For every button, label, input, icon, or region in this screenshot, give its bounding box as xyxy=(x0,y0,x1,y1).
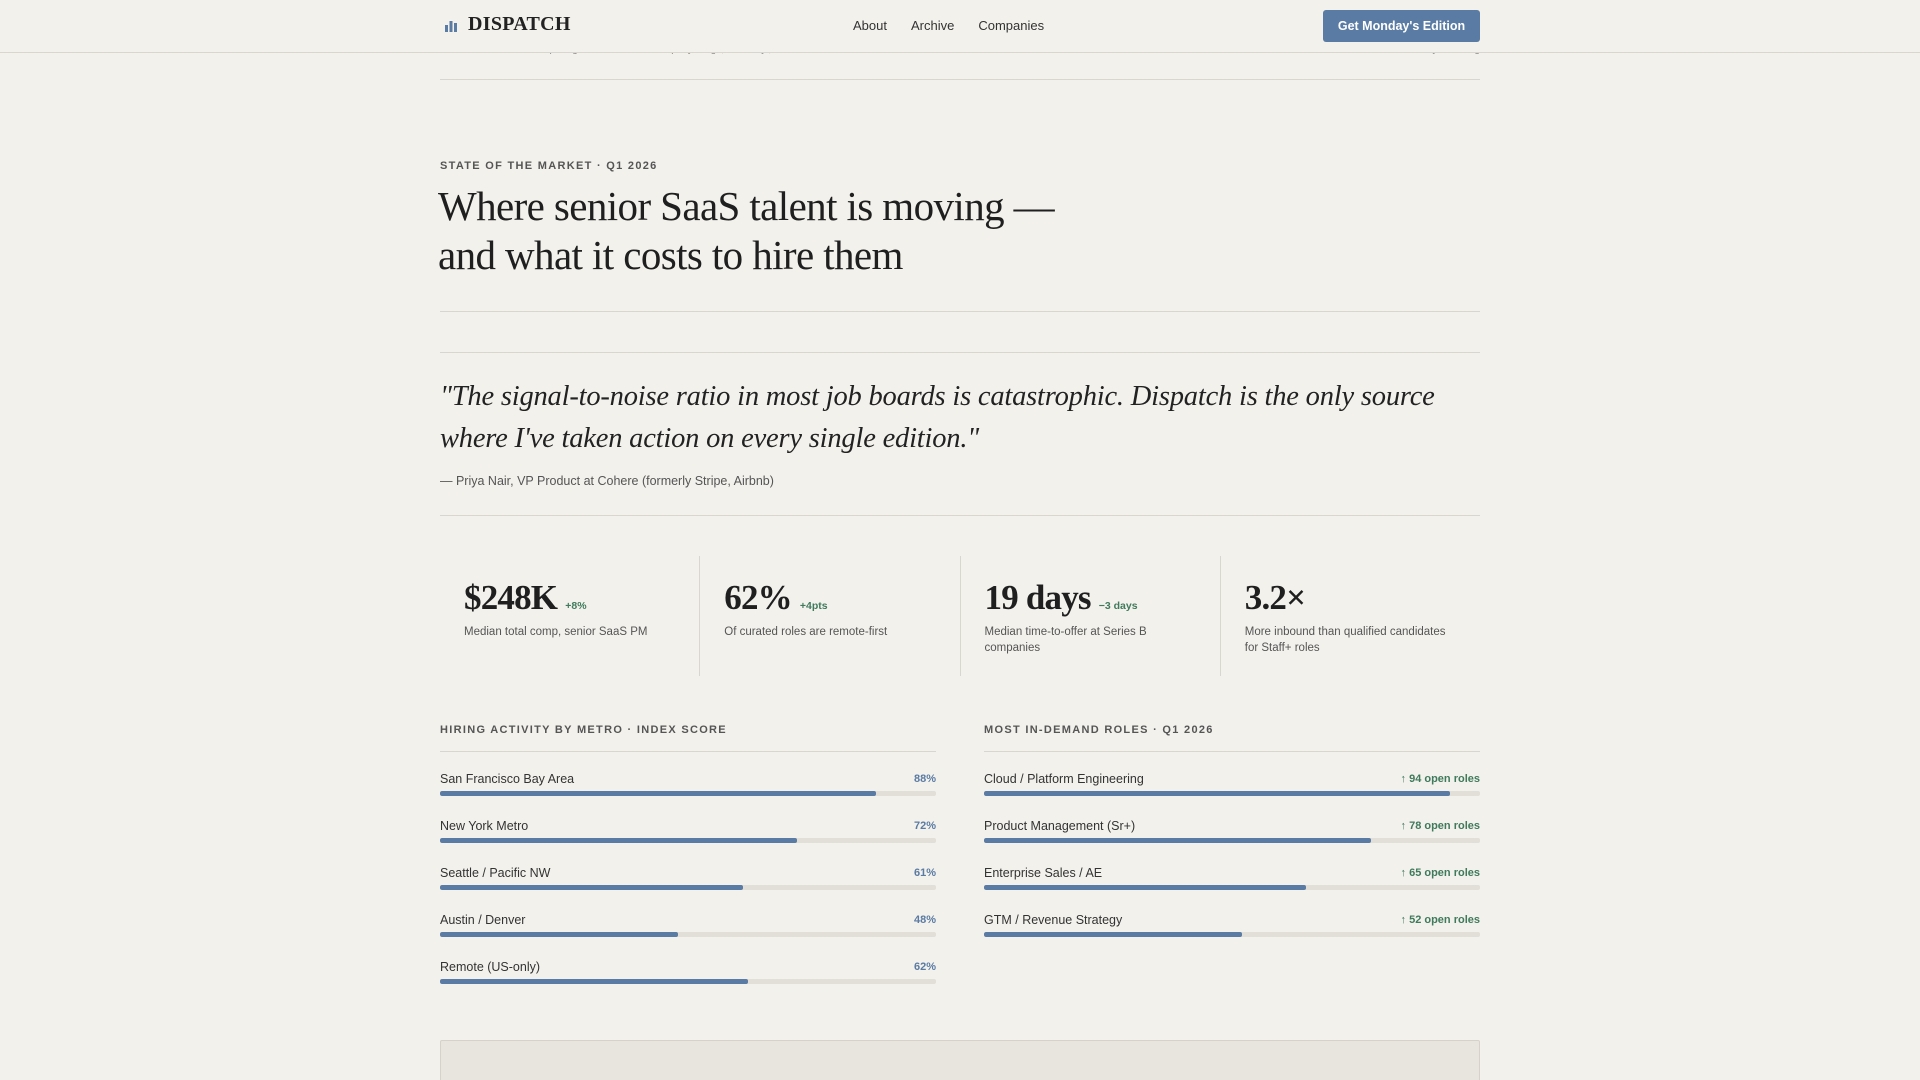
nav-link-companies[interactable]: Companies xyxy=(978,18,1045,33)
stat-value: 62% xyxy=(724,578,792,617)
bar-label: GTM / Revenue Strategy xyxy=(984,913,1123,927)
stats-row: $248K +8% Median total comp, senior SaaS… xyxy=(440,556,1480,676)
bar-track xyxy=(984,791,1480,796)
nav-link-about[interactable]: About xyxy=(853,18,887,33)
stat-delta: +4pts xyxy=(799,600,828,612)
divider xyxy=(440,311,1480,312)
stat-value: 3.2× xyxy=(1244,578,1306,617)
stat-description: More inbound than qualified candidates f… xyxy=(1244,626,1446,654)
panel-title: HIRING ACTIVITY BY METRO · INDEX SCORE xyxy=(440,724,936,752)
testimonial-quote: "The signal-to-noise ratio in most job b… xyxy=(440,381,1435,454)
bar-row: Remote (US-only) 62% xyxy=(440,960,936,1007)
stat-inbound-ratio: 3.2× More inbound than qualified candida… xyxy=(1219,556,1480,676)
page-title: Where senior SaaS talent is moving — and… xyxy=(438,183,1055,278)
top-nav: DISPATCH About Archive Companies Get Mon… xyxy=(0,0,1920,53)
bar-track xyxy=(440,979,936,984)
signup-card xyxy=(440,1040,1480,1080)
bar-label: Product Management (Sr+) xyxy=(984,819,1136,833)
bar-track xyxy=(440,838,936,843)
bar-value: ↑ 65 open roles xyxy=(1400,867,1480,879)
bar-fill xyxy=(440,791,877,796)
stat-value: $248K xyxy=(464,578,558,617)
divider xyxy=(440,515,1480,516)
panel-title: MOST IN-DEMAND ROLES · Q1 2026 xyxy=(984,724,1480,752)
bar-row: Enterprise Sales / AE ↑ 65 open roles xyxy=(984,866,1480,913)
bar-row: Seattle / Pacific NW 61% xyxy=(440,866,936,913)
bar-label: Seattle / Pacific NW xyxy=(440,866,551,880)
bar-track xyxy=(440,885,936,890)
get-edition-button[interactable]: Get Monday's Edition xyxy=(1323,10,1480,42)
brand-logo[interactable]: DISPATCH xyxy=(444,13,571,36)
bar-value: 48% xyxy=(913,914,936,926)
stat-description: Of curated roles are remote-first xyxy=(724,626,888,638)
bar-fill xyxy=(984,885,1307,890)
stat-description: Median time-to-offer at Series B compani… xyxy=(984,626,1147,654)
bar-fill xyxy=(440,885,743,890)
bar-label: Remote (US-only) xyxy=(440,960,541,974)
stat-remote: 62% +4pts Of curated roles are remote-fi… xyxy=(699,556,959,676)
stat-value: 19 days xyxy=(984,578,1092,617)
roles-demand-panel: MOST IN-DEMAND ROLES · Q1 2026 Cloud / P… xyxy=(984,724,1480,960)
bar-chart-icon xyxy=(445,20,457,32)
testimonial-attribution: — Priya Nair, VP Product at Cohere (form… xyxy=(440,474,774,488)
brand-name: DISPATCH xyxy=(468,13,571,35)
bar-track xyxy=(440,932,936,937)
bar-value: ↑ 94 open roles xyxy=(1400,773,1480,785)
stat-delta: −3 days xyxy=(1098,600,1138,612)
bar-row: San Francisco Bay Area 88% xyxy=(440,772,936,819)
bar-label: New York Metro xyxy=(440,819,529,833)
bar-fill xyxy=(984,791,1451,796)
bar-fill xyxy=(984,838,1371,843)
bar-row: Austin / Denver 48% xyxy=(440,913,936,960)
divider xyxy=(440,79,1480,80)
bar-value: ↑ 52 open roles xyxy=(1400,914,1480,926)
bar-track xyxy=(984,838,1480,843)
bar-value: 88% xyxy=(913,773,936,785)
bar-label: Enterprise Sales / AE xyxy=(984,866,1103,880)
stat-time-to-offer: 19 days −3 days Median time-to-offer at … xyxy=(959,556,1220,676)
nav-link-archive[interactable]: Archive xyxy=(910,18,955,33)
stat-description: Median total comp, senior SaaS PM xyxy=(464,626,648,638)
bar-row: Cloud / Platform Engineering ↑ 94 open ro… xyxy=(984,772,1480,819)
bar-value: 62% xyxy=(913,961,936,973)
bar-track xyxy=(984,932,1480,937)
section-eyebrow: STATE OF THE MARKET · Q1 2026 xyxy=(440,160,658,172)
bar-track xyxy=(984,885,1480,890)
stat-comp: $248K +8% Median total comp, senior SaaS… xyxy=(440,556,699,676)
bar-value: 72% xyxy=(913,820,936,832)
bar-row: GTM / Revenue Strategy ↑ 52 open roles xyxy=(984,913,1480,960)
divider xyxy=(440,352,1480,353)
bar-label: Austin / Denver xyxy=(440,913,526,927)
bar-label: San Francisco Bay Area xyxy=(440,772,575,786)
stat-delta: +8% xyxy=(565,600,587,612)
bar-fill xyxy=(440,979,748,984)
role-rows: Cloud / Platform Engineering ↑ 94 open ro… xyxy=(984,752,1480,960)
bar-value: ↑ 78 open roles xyxy=(1400,820,1480,832)
bar-row: New York Metro 72% xyxy=(440,819,936,866)
nav-links: About Archive Companies xyxy=(853,18,1044,33)
bar-row: Product Management (Sr+) ↑ 78 open roles xyxy=(984,819,1480,866)
bar-fill xyxy=(440,932,679,937)
metro-hiring-panel: HIRING ACTIVITY BY METRO · INDEX SCORE S… xyxy=(440,724,936,1007)
bar-track xyxy=(440,791,936,796)
bar-value: 61% xyxy=(913,867,936,879)
bar-fill xyxy=(440,838,798,843)
bar-label: Cloud / Platform Engineering xyxy=(984,772,1144,786)
metro-rows: San Francisco Bay Area 88% New York Metro 7… xyxy=(440,752,936,1007)
bar-fill xyxy=(984,932,1242,937)
